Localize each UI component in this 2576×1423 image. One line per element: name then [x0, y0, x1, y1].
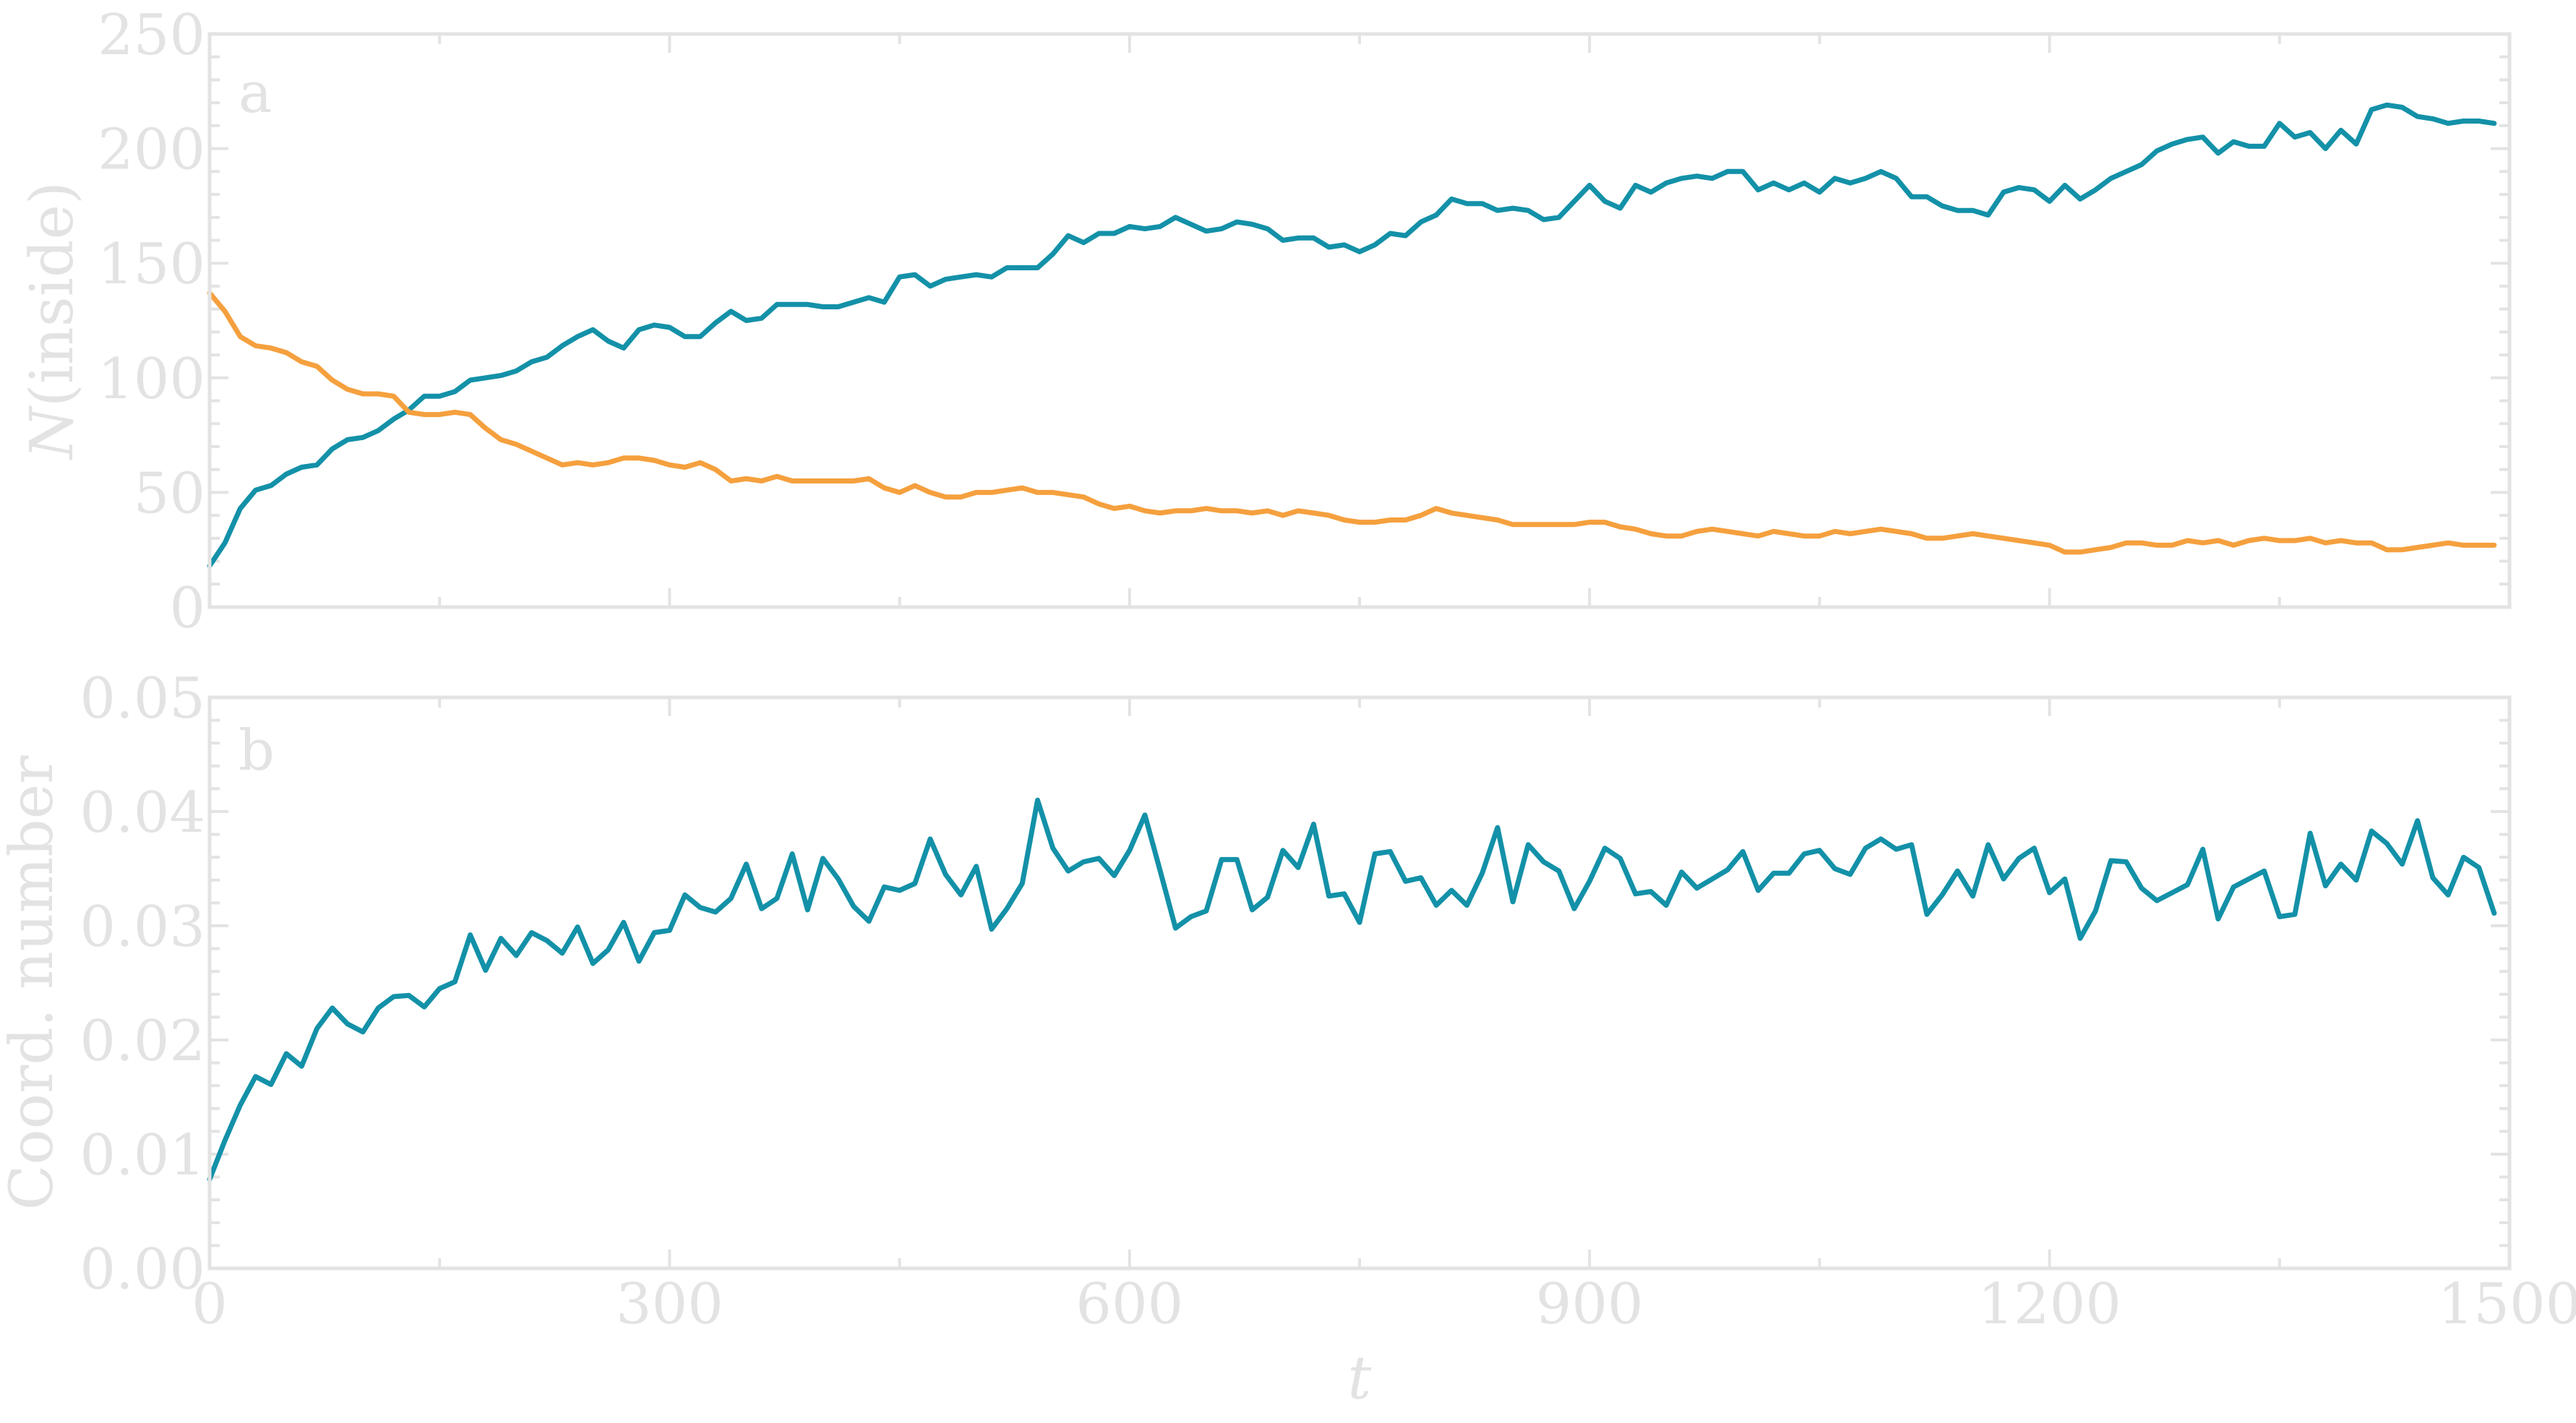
panel-b-ylabel: Coord. number [0, 755, 66, 1211]
panel-a-ylabel: N(inside) [18, 181, 87, 460]
panel-b-letter: b [239, 718, 275, 783]
y-tick-label: 50 [134, 461, 205, 526]
panel-a-letter: a [239, 61, 272, 126]
x-tick-label: 0 [192, 1272, 228, 1337]
y-tick-label: 0.01 [80, 1123, 205, 1188]
y-tick-label: 0.02 [80, 1009, 205, 1074]
y-tick-label: 0.04 [80, 781, 205, 846]
x-tick-label: 600 [1076, 1272, 1183, 1337]
y-tick-label: 0.00 [80, 1237, 205, 1302]
y-tick-label: 250 [98, 3, 205, 68]
x-tick-label: 900 [1536, 1272, 1644, 1337]
x-tick-label: 1500 [2438, 1272, 2576, 1337]
y-tick-label: 150 [98, 232, 205, 297]
x-tick-label: 1200 [1978, 1272, 2121, 1337]
y-tick-label: 0 [169, 576, 205, 641]
y-tick-label: 200 [98, 118, 205, 183]
x-tick-label: 300 [616, 1272, 724, 1337]
y-tick-label: 100 [98, 347, 205, 412]
y-tick-label: 0.05 [80, 666, 205, 731]
panel-b-xlabel: t [1348, 1344, 1373, 1413]
y-tick-label: 0.03 [80, 895, 205, 960]
